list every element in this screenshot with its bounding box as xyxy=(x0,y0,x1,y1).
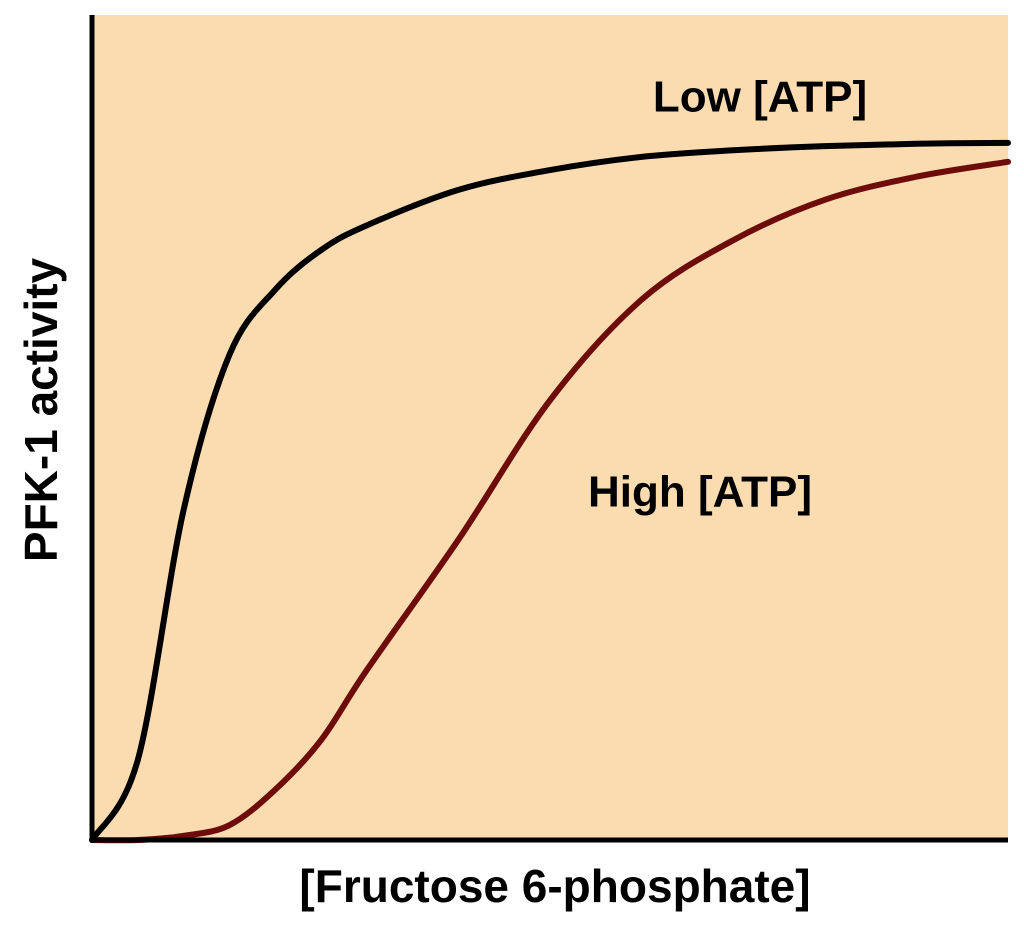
series-label: High [ATP] xyxy=(588,468,812,517)
series-label: Low [ATP] xyxy=(653,73,867,122)
plot-background xyxy=(92,15,1008,840)
data-line xyxy=(89,158,1011,844)
data-line xyxy=(89,139,1011,843)
y-axis-title: PFK-1 activity xyxy=(15,257,67,562)
x-axis-title: [Fructose 6-phosphate] xyxy=(299,860,810,912)
